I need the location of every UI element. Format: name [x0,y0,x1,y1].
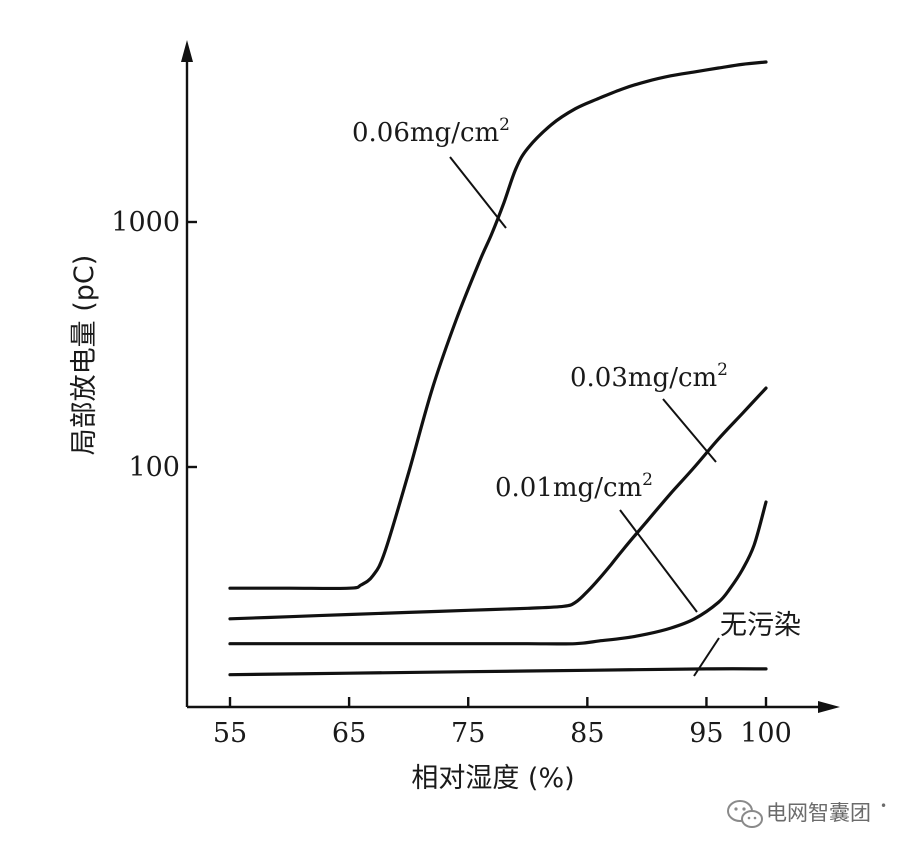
x-tick-label: 100 [740,718,792,749]
series-label-001: 0.01mg/cm2 [495,470,653,503]
leader-001 [619,509,698,613]
series-line-clean [228,667,768,677]
series-label-003: 0.03mg/cm2 [570,360,728,393]
y-tick-label: 100 [128,452,180,483]
wechat-icon [727,800,763,828]
leader-006 [449,156,507,229]
x-tick-label: 75 [451,718,485,749]
series-label-006: 0.06mg/cm2 [352,115,510,148]
watermark-text: 电网智囊团 [766,801,871,825]
y-tick-group: 100 1000 [111,207,197,483]
leader-line-group [449,156,720,677]
x-axis-arrow [818,701,840,713]
series-line-003 [228,386,768,621]
y-axis-arrow [181,40,193,62]
y-axis-title: 局部放电量 (pC) [69,255,100,456]
series-line-001 [228,500,768,646]
watermark: 电网智囊团 • [727,799,887,828]
leader-clean [693,637,720,677]
x-tick-label: 55 [213,718,247,749]
leader-003 [662,398,717,463]
x-tick-group: 55 65 75 85 95 100 [213,697,792,749]
x-axis-title: 相对湿度 (%) [411,763,574,794]
y-tick-label: 1000 [111,207,180,238]
x-tick-label: 65 [332,718,366,749]
watermark-dot: • [880,799,887,813]
x-tick-label: 85 [570,718,604,749]
series-group [228,60,768,677]
x-tick-label: 95 [689,718,723,749]
series-line-006 [228,60,768,591]
series-label-clean: 无污染 [720,610,801,641]
